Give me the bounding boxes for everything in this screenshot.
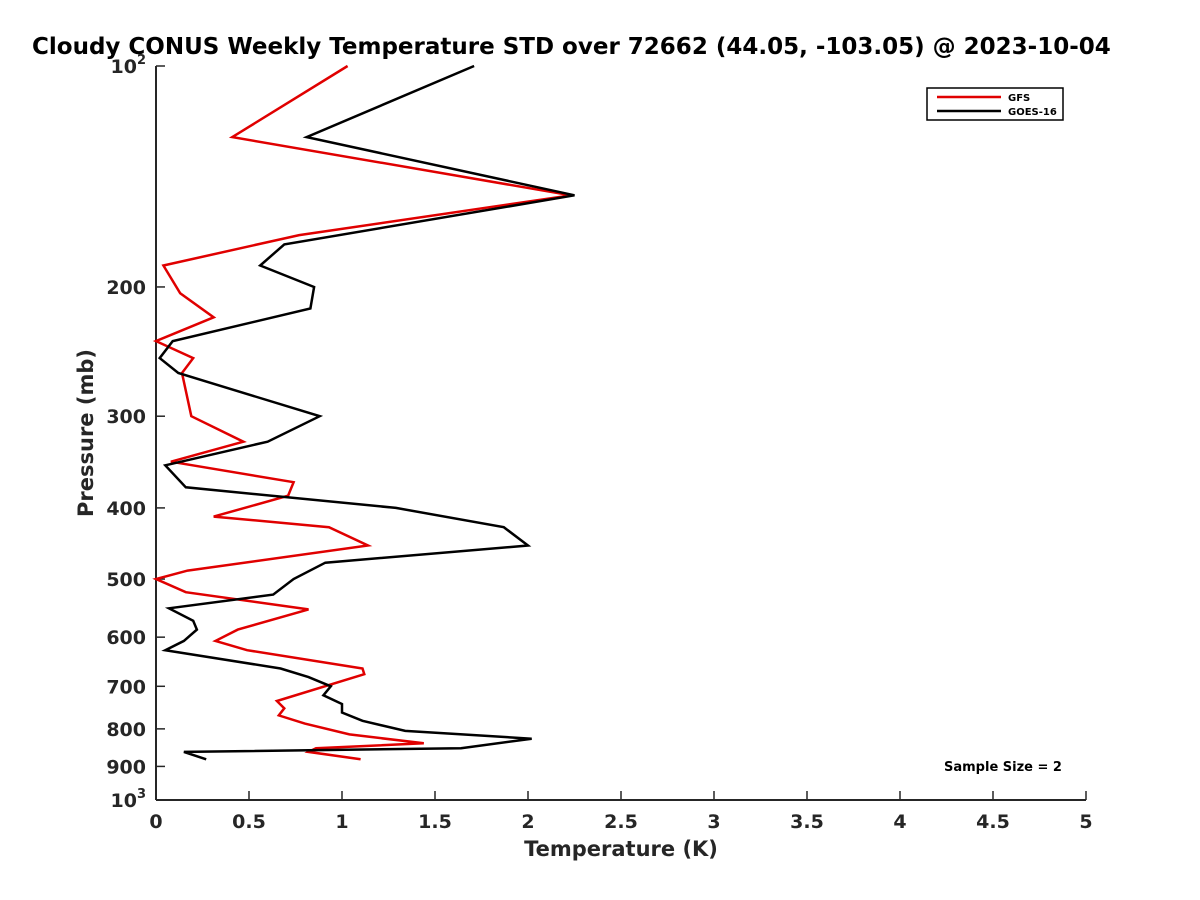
y-tick-label: 103 [111, 787, 147, 812]
y-tick-label: 900 [106, 756, 146, 778]
y-tick-label: 800 [106, 719, 146, 741]
y-tick-label: 700 [106, 676, 146, 698]
y-tick-label: 102 [111, 53, 147, 78]
y-tick-label: 500 [106, 569, 146, 591]
x-tick-label: 4 [893, 811, 906, 833]
legend-box [926, 87, 1064, 121]
legend-label-goes16: GOES-16 [1008, 107, 1057, 118]
x-tick-label: 0.5 [232, 811, 266, 833]
series-line-gfs [152, 64, 572, 761]
x-tick-label: 5 [1079, 811, 1092, 833]
x-tick-label: 0 [149, 811, 162, 833]
y-tick-label: 400 [106, 498, 146, 520]
x-tick-label: 2 [521, 811, 534, 833]
x-tick-label: 1 [335, 811, 348, 833]
sample-size-annotation: Sample Size = 2 [944, 760, 1062, 775]
y-tick-label: 200 [106, 277, 146, 299]
legend-label-gfs: GFS [1008, 93, 1030, 104]
chart-title: Cloudy CONUS Weekly Temperature STD over… [32, 34, 1111, 60]
x-axis-label: Temperature (K) [524, 837, 718, 861]
x-tick-label: 2.5 [604, 811, 638, 833]
y-tick-label: 600 [106, 627, 146, 649]
legend: GFS GOES-16 [926, 87, 1064, 121]
y-axis-label: Pressure (mb) [74, 349, 98, 517]
x-tick-label: 3 [707, 811, 720, 833]
x-tick-label: 3.5 [790, 811, 824, 833]
series-layer [152, 64, 575, 761]
x-tick-label: 1.5 [418, 811, 452, 833]
series-line-goes16 [157, 64, 575, 761]
y-tick-label: 300 [106, 406, 146, 428]
x-tick-label: 4.5 [976, 811, 1010, 833]
